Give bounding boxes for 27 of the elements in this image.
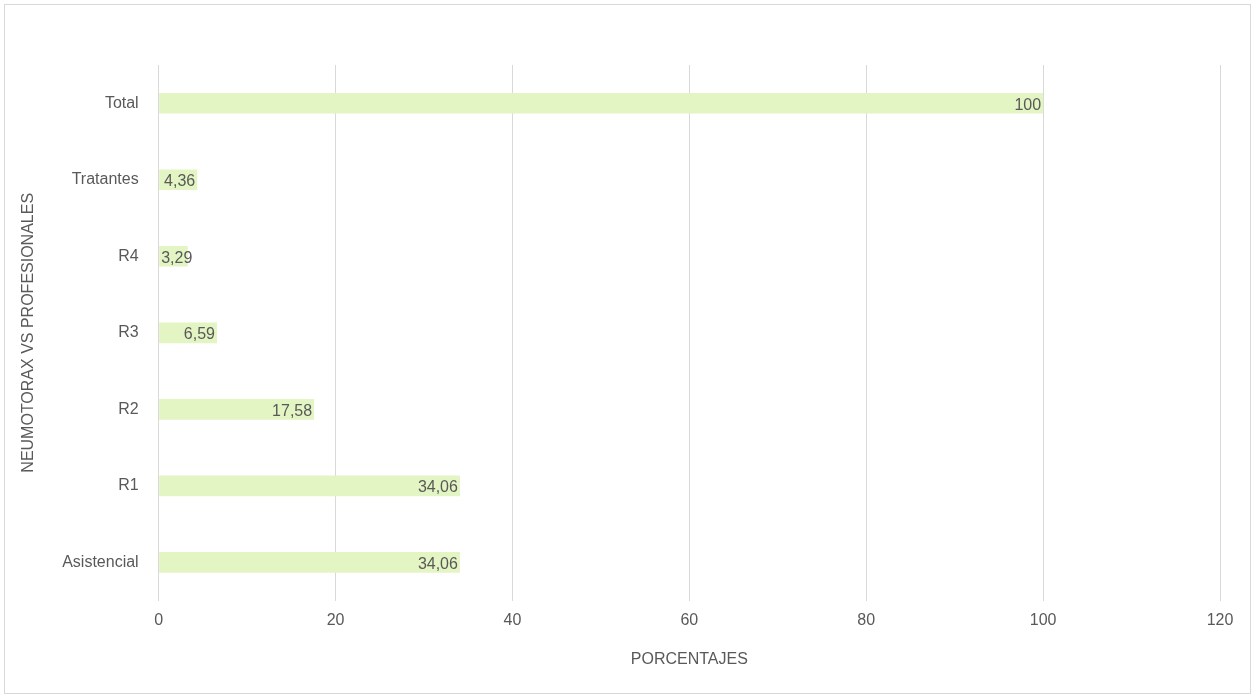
y-tick-label: Tratantes xyxy=(71,170,139,188)
x-tick-label: 20 xyxy=(326,610,345,628)
x-tick-label: 60 xyxy=(680,610,699,628)
y-tick-label: R1 xyxy=(118,476,139,494)
y-tick-label: R2 xyxy=(118,399,139,417)
x-tick-label: 40 xyxy=(503,610,522,628)
data-label: 34,06 xyxy=(417,554,459,572)
x-tick-label: 0 xyxy=(154,610,164,628)
x-axis-title: PORCENTAJES xyxy=(630,649,748,667)
data-label: 100 xyxy=(1014,95,1042,113)
data-label: 17,58 xyxy=(272,401,313,419)
data-label: 4,36 xyxy=(164,172,196,190)
y-axis-title: NEUMOTORAX VS PROFESIONALES xyxy=(19,192,37,473)
bar xyxy=(159,475,460,497)
y-tick-label: Asistencial xyxy=(62,552,139,570)
x-tick-label: 80 xyxy=(857,610,876,628)
y-tick-label: R3 xyxy=(118,323,139,341)
x-tick-label: 120 xyxy=(1206,610,1234,628)
x-tick-label: 100 xyxy=(1029,610,1057,628)
data-label: 3,29 xyxy=(161,248,193,266)
y-tick-label: Total xyxy=(104,93,139,111)
data-label: 34,06 xyxy=(417,478,459,496)
bar xyxy=(159,92,1044,114)
data-label: 6,59 xyxy=(183,325,216,343)
bar xyxy=(159,398,315,420)
y-tick-label: R4 xyxy=(118,246,139,264)
bar xyxy=(159,552,460,573)
